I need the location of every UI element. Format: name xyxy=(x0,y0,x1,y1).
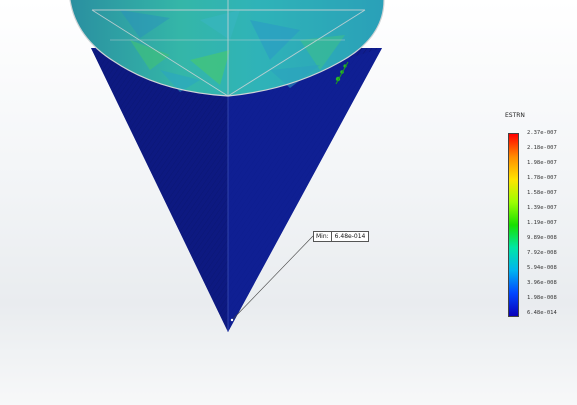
cone-body xyxy=(91,48,382,332)
legend-tick-label: 1.19e-007 xyxy=(527,220,557,226)
min-probe-key: Min: xyxy=(314,232,332,241)
legend-tick-label: 7.92e-008 xyxy=(527,250,557,256)
legend-tick-label: 1.98e-008 xyxy=(527,295,557,301)
disk-surface xyxy=(69,0,385,97)
min-probe-label[interactable]: Min: 6.48e-014 xyxy=(313,231,370,242)
legend-title: ESTRN xyxy=(505,112,525,119)
legend-tick-label: 1.58e-007 xyxy=(527,190,557,196)
legend-tick-label: 5.94e-008 xyxy=(527,265,557,271)
legend-tick-label: 2.18e-007 xyxy=(527,145,557,151)
legend-color-bar xyxy=(508,133,519,317)
min-leader-line xyxy=(231,235,314,321)
min-marker xyxy=(230,318,234,322)
legend-tick-label: 1.78e-007 xyxy=(527,175,557,181)
legend-tick-label: 2.37e-007 xyxy=(527,130,557,136)
min-probe-value: 6.48e-014 xyxy=(331,232,369,241)
legend-tick-label: 1.98e-007 xyxy=(527,160,557,166)
legend-tick-label: 3.96e-008 xyxy=(527,280,557,286)
legend-tick-label: 9.89e-008 xyxy=(527,235,557,241)
legend-tick-label: 6.48e-014 xyxy=(527,310,557,316)
legend-tick-label: 1.39e-007 xyxy=(527,205,557,211)
color-legend[interactable]: ESTRN 2.37e-007 2.18e-007 1.98e-007 1.78… xyxy=(505,112,575,322)
load-arrows xyxy=(335,61,349,85)
